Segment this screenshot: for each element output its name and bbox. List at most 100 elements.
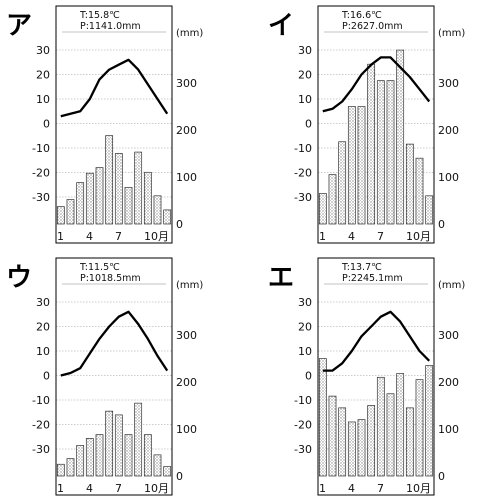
month-label: 1 bbox=[57, 482, 64, 495]
month-label: 10月 bbox=[406, 482, 431, 495]
precip-bar bbox=[376, 80, 385, 225]
temp-tick-label: 10 bbox=[298, 93, 312, 106]
precip-unit: (mm) bbox=[438, 280, 465, 291]
month-label: 7 bbox=[115, 230, 122, 243]
precip-bar bbox=[318, 358, 327, 477]
temp-line bbox=[322, 310, 431, 372]
temp-tick-label: 20 bbox=[36, 321, 50, 334]
precip-tick-label: 0 bbox=[176, 470, 183, 483]
chart-panel: ア3020100-10-20-30T:15.8℃P:1141.0mm(mm)30… bbox=[6, 5, 203, 244]
temp-tick-label: -30 bbox=[32, 191, 50, 204]
month-label: 10月 bbox=[144, 230, 169, 243]
precip-bar bbox=[76, 445, 85, 477]
temp-tick-label: -10 bbox=[32, 142, 50, 155]
month-label: 7 bbox=[377, 482, 384, 495]
temp-line bbox=[322, 56, 431, 113]
precip-bar bbox=[114, 414, 123, 477]
precip-tick-label: 300 bbox=[438, 329, 459, 342]
precip-bar bbox=[367, 63, 376, 225]
precip-bar bbox=[318, 193, 327, 225]
precip-bar bbox=[405, 407, 414, 477]
month-label: 4 bbox=[86, 482, 93, 495]
month-label: 4 bbox=[86, 230, 93, 243]
month-label: 10月 bbox=[406, 230, 431, 243]
temp-tick-label: 10 bbox=[36, 345, 50, 358]
precip-bar bbox=[124, 186, 133, 225]
precip-bar bbox=[425, 365, 434, 477]
month-label: 1 bbox=[57, 230, 64, 243]
precip-bar bbox=[153, 454, 162, 477]
temp-tick-label: 0 bbox=[43, 370, 50, 383]
precip-tick-label: 100 bbox=[176, 423, 197, 436]
precip-tick-label: 200 bbox=[176, 376, 197, 389]
precip-bar bbox=[163, 466, 172, 477]
precip-bar bbox=[415, 379, 424, 477]
temp-tick-label: 10 bbox=[298, 345, 312, 358]
precip-bar bbox=[66, 199, 75, 225]
temp-tick-label: -20 bbox=[294, 167, 312, 180]
temp-stat: T:11.5℃ bbox=[79, 262, 120, 273]
temp-tick-label: -10 bbox=[294, 394, 312, 407]
precip-bar bbox=[134, 151, 143, 225]
chart-panel: ウ3020100-10-20-30T:11.5℃P:1018.5mm(mm)30… bbox=[6, 257, 203, 496]
temp-tick-label: -10 bbox=[32, 394, 50, 407]
temp-tick-label: -20 bbox=[294, 419, 312, 432]
precip-bar bbox=[143, 434, 152, 477]
panel-label: ア bbox=[6, 11, 32, 41]
temp-tick-label: 30 bbox=[298, 296, 312, 309]
precip-bar bbox=[66, 458, 75, 477]
temp-line bbox=[60, 310, 169, 377]
temp-tick-label: 30 bbox=[36, 44, 50, 57]
temp-tick-label: 20 bbox=[298, 321, 312, 334]
precip-bar bbox=[85, 438, 94, 477]
temp-tick-label: -20 bbox=[32, 419, 50, 432]
temp-tick-label: 0 bbox=[43, 118, 50, 131]
precip-bar bbox=[376, 376, 385, 477]
precip-bar bbox=[386, 80, 395, 225]
precip-bar bbox=[405, 143, 414, 225]
precip-stat: P:2245.1mm bbox=[342, 273, 403, 284]
month-label: 7 bbox=[115, 482, 122, 495]
precip-stat: P:1018.5mm bbox=[80, 273, 141, 284]
temp-tick-label: 0 bbox=[305, 118, 312, 131]
temp-tick-label: -20 bbox=[32, 167, 50, 180]
precip-tick-label: 300 bbox=[438, 77, 459, 90]
precip-bar bbox=[105, 135, 114, 225]
precip-bar bbox=[124, 434, 133, 477]
precip-bar bbox=[105, 410, 114, 477]
precip-bar bbox=[347, 106, 356, 225]
month-label: 1 bbox=[319, 482, 326, 495]
precip-bar bbox=[415, 157, 424, 225]
precip-tick-label: 0 bbox=[438, 218, 445, 231]
temp-tick-label: -30 bbox=[32, 443, 50, 456]
precip-tick-label: 100 bbox=[438, 423, 459, 436]
panel-label: エ bbox=[268, 263, 294, 293]
precip-tick-label: 200 bbox=[438, 376, 459, 389]
temp-tick-label: -10 bbox=[294, 142, 312, 155]
precip-bar bbox=[95, 167, 104, 225]
temp-tick-label: 10 bbox=[36, 93, 50, 106]
month-label: 4 bbox=[348, 482, 355, 495]
precip-bar bbox=[396, 373, 405, 477]
month-label: 7 bbox=[377, 230, 384, 243]
precip-bar bbox=[357, 106, 366, 225]
temp-line bbox=[60, 58, 169, 118]
precip-bar bbox=[56, 206, 65, 225]
precip-unit: (mm) bbox=[438, 28, 465, 39]
precip-bar bbox=[347, 421, 356, 477]
temp-stat: T:15.8℃ bbox=[79, 10, 120, 21]
temp-tick-label: 30 bbox=[36, 296, 50, 309]
precip-tick-label: 100 bbox=[438, 171, 459, 184]
panel-label: ウ bbox=[6, 263, 32, 293]
precip-bar bbox=[338, 407, 347, 477]
plot-frame bbox=[55, 257, 173, 496]
plot-frame bbox=[317, 5, 435, 244]
precip-bar bbox=[338, 141, 347, 225]
plot-frame bbox=[317, 257, 435, 496]
precip-bar bbox=[153, 195, 162, 225]
temp-tick-label: 30 bbox=[298, 44, 312, 57]
precip-tick-label: 300 bbox=[176, 77, 197, 90]
precip-bar bbox=[143, 171, 152, 225]
month-label: 1 bbox=[319, 230, 326, 243]
